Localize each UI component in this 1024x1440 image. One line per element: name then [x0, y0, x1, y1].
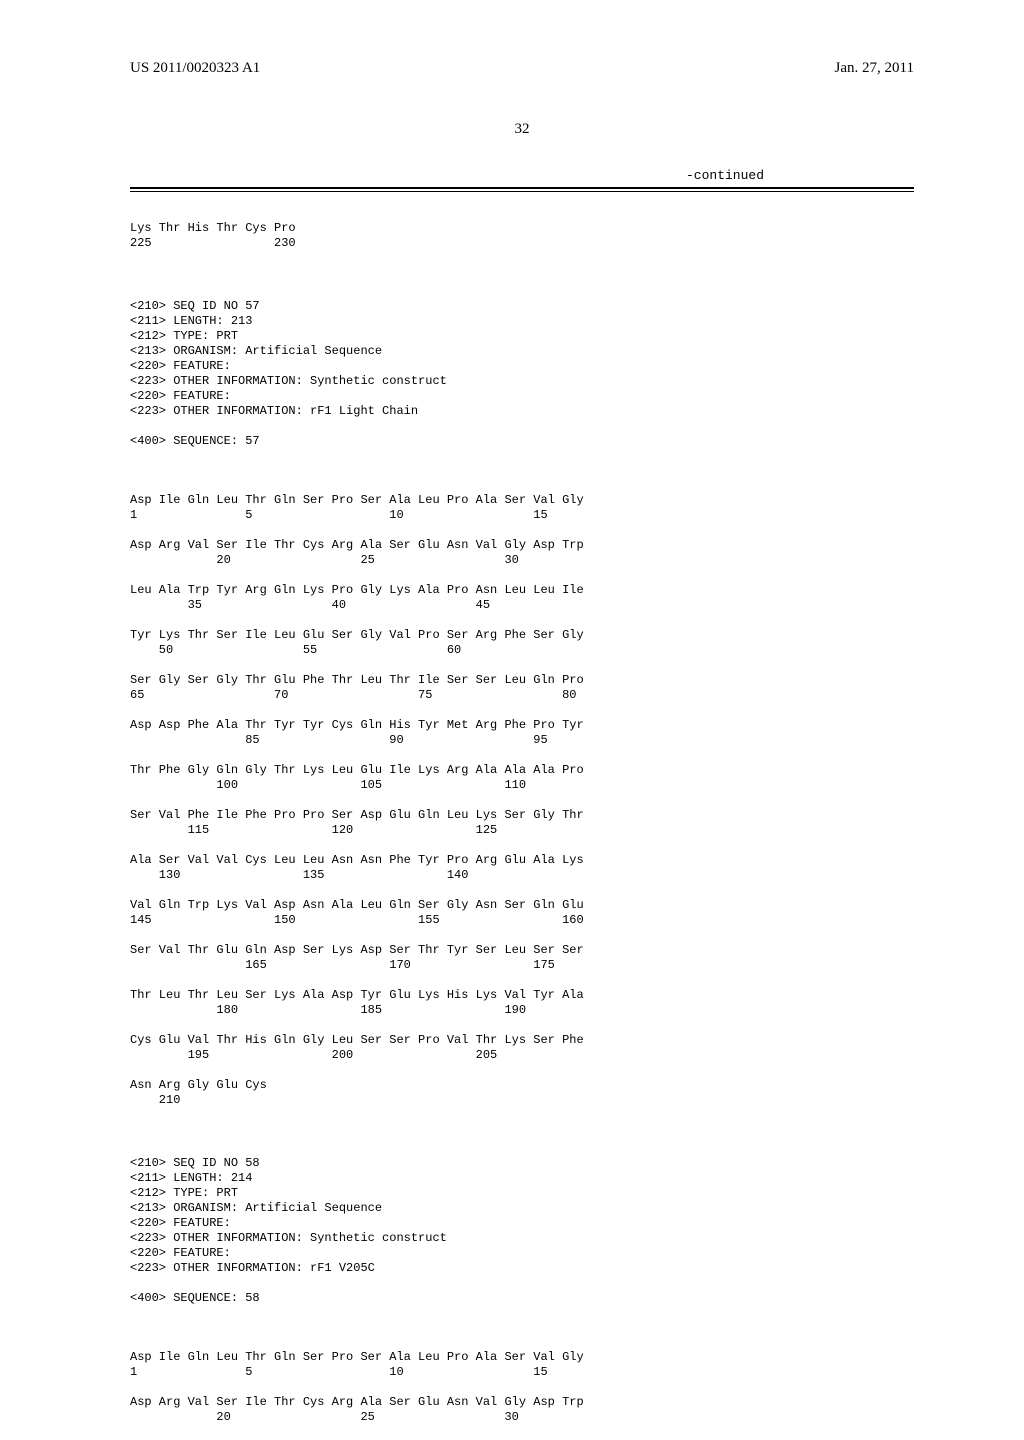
seq-line: Ala Ser Val Val Cys Leu Leu Asn Asn Phe …: [130, 853, 584, 867]
meta-line: <211> LENGTH: 213: [130, 314, 252, 328]
seq-line: Thr Leu Thr Leu Ser Lys Ala Asp Tyr Glu …: [130, 988, 584, 1002]
seq-pos-line: 115 120 125: [130, 823, 497, 837]
seq-pos-line: 180 185 190: [130, 1003, 526, 1017]
seq-pos-line: 165 170 175: [130, 958, 555, 972]
page-header: US 2011/0020323 A1 Jan. 27, 2011: [130, 60, 914, 77]
patent-page: US 2011/0020323 A1 Jan. 27, 2011 32 -con…: [0, 0, 1024, 1320]
seq-line: Leu Ala Trp Tyr Arg Gln Lys Pro Gly Lys …: [130, 583, 584, 597]
meta-line: <211> LENGTH: 214: [130, 1171, 252, 1185]
continued-label: -continued: [130, 168, 914, 183]
seq-line: Asp Ile Gln Leu Thr Gln Ser Pro Ser Ala …: [130, 1350, 584, 1364]
publication-date: Jan. 27, 2011: [835, 60, 914, 77]
meta-line: <220> FEATURE:: [130, 389, 231, 403]
seq-pos-line: 20 25 30: [130, 553, 519, 567]
divider-thin: [130, 191, 914, 192]
seq-pos-line: 65 70 75 80: [130, 688, 576, 702]
seq-pos-line: 225 230: [130, 236, 296, 250]
meta-line: <400> SEQUENCE: 57: [130, 434, 260, 448]
meta-line: <400> SEQUENCE: 58: [130, 1291, 260, 1305]
publication-number: US 2011/0020323 A1: [130, 60, 260, 77]
seq-line: Asp Arg Val Ser Ile Thr Cys Arg Ala Ser …: [130, 538, 584, 552]
seq-line: Tyr Lys Thr Ser Ile Leu Glu Ser Gly Val …: [130, 628, 584, 642]
seq-pos-line: 145 150 155 160: [130, 913, 584, 927]
seq-pos-line: 210: [130, 1093, 180, 1107]
seq-line: Asn Arg Gly Glu Cys: [130, 1078, 267, 1092]
seq-line: Lys Thr His Thr Cys Pro: [130, 221, 296, 235]
meta-line: <220> FEATURE:: [130, 1246, 231, 1260]
meta-line: <223> OTHER INFORMATION: rF1 Light Chain: [130, 404, 418, 418]
seq-pos-line: 35 40 45: [130, 598, 490, 612]
seq57-metadata: <210> SEQ ID NO 57 <211> LENGTH: 213 <21…: [130, 284, 914, 464]
seq58-body: Asp Ile Gln Leu Thr Gln Ser Pro Ser Ala …: [130, 1335, 914, 1440]
meta-line: <223> OTHER INFORMATION: rF1 V205C: [130, 1261, 375, 1275]
seq-pos-line: 85 90 95: [130, 733, 548, 747]
divider-thick: [130, 187, 914, 189]
meta-line: <223> OTHER INFORMATION: Synthetic const…: [130, 1231, 447, 1245]
seq-pos-line: 1 5 10 15: [130, 1365, 548, 1379]
meta-line: <220> FEATURE:: [130, 1216, 231, 1230]
seq-line: Thr Phe Gly Gln Gly Thr Lys Leu Glu Ile …: [130, 763, 584, 777]
seq-line: Asp Ile Gln Leu Thr Gln Ser Pro Ser Ala …: [130, 493, 584, 507]
meta-line: <220> FEATURE:: [130, 359, 231, 373]
seq-pos-line: 20 25 30: [130, 1410, 519, 1424]
seq-pos-line: 130 135 140: [130, 868, 468, 882]
seq-pos-line: 100 105 110: [130, 778, 526, 792]
meta-line: <212> TYPE: PRT: [130, 1186, 238, 1200]
meta-line: <212> TYPE: PRT: [130, 329, 238, 343]
seq-line: Ser Val Phe Ile Phe Pro Pro Ser Asp Glu …: [130, 808, 584, 822]
seq-line: Asp Asp Phe Ala Thr Tyr Tyr Cys Gln His …: [130, 718, 584, 732]
sequence-tail-prev: Lys Thr His Thr Cys Pro 225 230: [130, 206, 914, 266]
seq-line: Ser Val Thr Glu Gln Asp Ser Lys Asp Ser …: [130, 943, 584, 957]
seq-line: Ser Gly Ser Gly Thr Glu Phe Thr Leu Thr …: [130, 673, 584, 687]
seq-pos-line: 50 55 60: [130, 643, 461, 657]
page-number: 32: [130, 121, 914, 138]
meta-line: <210> SEQ ID NO 57: [130, 299, 260, 313]
seq-pos-line: 1 5 10 15: [130, 508, 548, 522]
meta-line: <223> OTHER INFORMATION: Synthetic const…: [130, 374, 447, 388]
seq-pos-line: 195 200 205: [130, 1048, 497, 1062]
seq-line: Asp Arg Val Ser Ile Thr Cys Arg Ala Ser …: [130, 1395, 584, 1409]
seq-line: Val Gln Trp Lys Val Asp Asn Ala Leu Gln …: [130, 898, 584, 912]
seq58-metadata: <210> SEQ ID NO 58 <211> LENGTH: 214 <21…: [130, 1141, 914, 1321]
seq-line: Cys Glu Val Thr His Gln Gly Leu Ser Ser …: [130, 1033, 584, 1047]
meta-line: <213> ORGANISM: Artificial Sequence: [130, 344, 382, 358]
meta-line: <213> ORGANISM: Artificial Sequence: [130, 1201, 382, 1215]
meta-line: <210> SEQ ID NO 58: [130, 1156, 260, 1170]
seq57-body: Asp Ile Gln Leu Thr Gln Ser Pro Ser Ala …: [130, 478, 914, 1123]
